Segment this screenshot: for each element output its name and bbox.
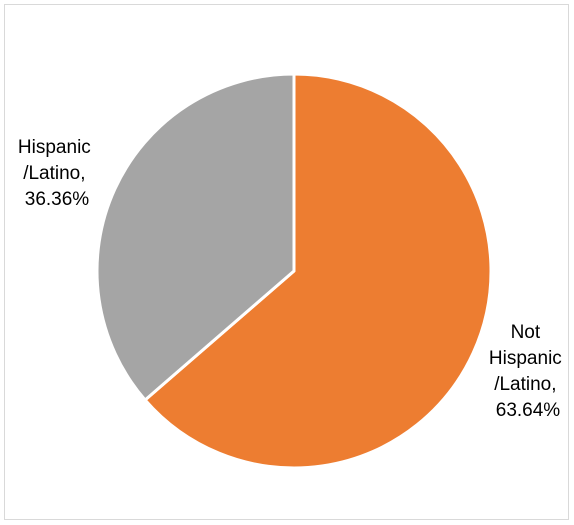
slice-label-line: Hispanic: [489, 348, 562, 369]
slice-label-line: /Latino,: [494, 374, 556, 395]
pie-slice-hispanic-latino: [95, 72, 296, 402]
pie-slices: [95, 72, 493, 470]
pie-slice-not-hispanic-latino: [143, 72, 493, 470]
slice-label-not-hispanic-latino: Not Hispanic /Latino, 63.64%: [489, 322, 567, 421]
slice-label-line: Not: [511, 322, 541, 343]
slice-label-line: 63.64%: [496, 400, 561, 421]
slice-label-hispanic-latino: Hispanic /Latino, 36.36%: [18, 137, 96, 210]
slice-label-line: 36.36%: [25, 189, 90, 210]
slice-label-line: Hispanic: [18, 137, 91, 158]
slice-label-line: /Latino,: [23, 163, 85, 184]
